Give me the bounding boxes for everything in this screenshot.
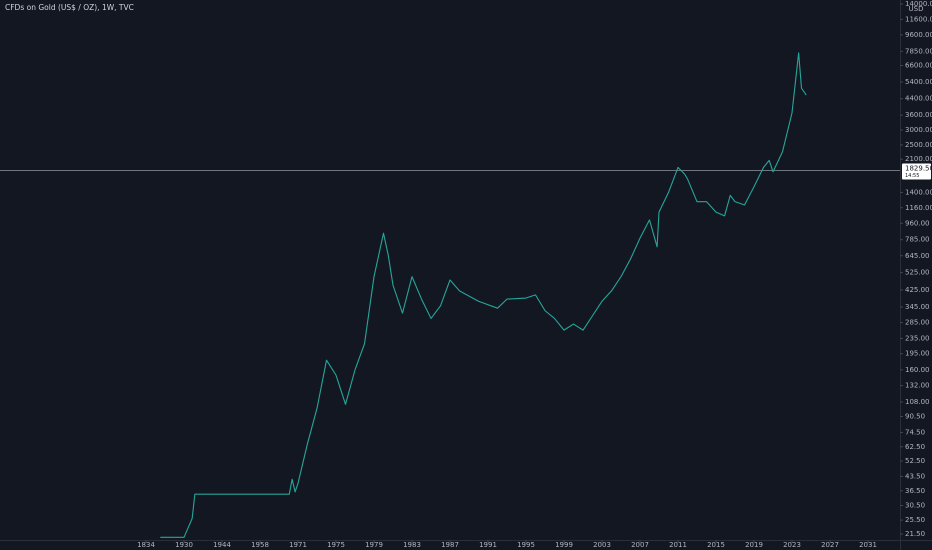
y-tick-label: 21.50 [905, 530, 925, 538]
y-tick-label: 235.00 [905, 334, 930, 342]
y-tick-label: 9600.00 [905, 31, 932, 39]
y-tick-label: 52.50 [905, 457, 925, 465]
y-tick-label: 5400.00 [905, 78, 932, 86]
y-tick-label: 132.00 [905, 382, 930, 390]
y-tick-label: 2500.00 [905, 141, 932, 149]
y-tick-label: 36.50 [905, 487, 925, 495]
last-price-box [902, 163, 931, 180]
y-tick-label: 1400.00 [905, 188, 932, 196]
x-tick-label: 2023 [783, 541, 801, 549]
y-tick-label: 3600.00 [905, 111, 932, 119]
y-tick-label: 3000.00 [905, 126, 932, 134]
y-tick-label: 30.50 [905, 501, 925, 509]
x-tick-label: 1999 [555, 541, 573, 549]
x-tick-label: 2019 [745, 541, 763, 549]
x-tick-label: 2011 [669, 541, 687, 549]
x-tick-label: 1944 [213, 541, 231, 549]
x-tick-label: 1958 [251, 541, 269, 549]
y-tick-label: 14000.00 [905, 0, 932, 8]
x-tick-label: 2007 [631, 541, 649, 549]
x-tick-label: 2031 [859, 541, 877, 549]
chart-title: CFDs on Gold (US$ / OZ), 1W, TVC [5, 3, 134, 12]
y-tick-label: 785.00 [905, 236, 930, 244]
y-unit: USD [909, 5, 924, 13]
y-tick-label: 425.00 [905, 286, 930, 294]
x-tick-label: 1979 [365, 541, 383, 549]
y-tick-label: 1160.00 [905, 204, 932, 212]
x-tick-label: 1983 [403, 541, 421, 549]
y-tick-label: 25.50 [905, 516, 925, 524]
x-tick-label: 1834 [137, 541, 155, 549]
y-tick-label: 160.00 [905, 366, 930, 374]
x-tick-label: 1930 [175, 541, 193, 549]
y-tick-label: 2100.00 [905, 155, 932, 163]
y-tick-label: 90.50 [905, 412, 925, 420]
x-tick-label: 1975 [327, 541, 345, 549]
y-tick-label: 645.00 [905, 252, 930, 260]
x-tick-label: 2027 [821, 541, 839, 549]
x-tick-label: 1995 [517, 541, 535, 549]
countdown: 14:55 [905, 173, 919, 179]
y-tick-label: 43.50 [905, 472, 925, 480]
y-tick-label: 6600.00 [905, 62, 932, 70]
y-tick-label: 11600.00 [905, 15, 932, 23]
last-price-label: 1829.50 [905, 164, 932, 172]
y-tick-label: 4400.00 [905, 95, 932, 103]
y-tick-label: 62.50 [905, 443, 925, 451]
y-tick-label: 108.00 [905, 398, 930, 406]
y-tick-label: 345.00 [905, 303, 930, 311]
y-tick-label: 74.50 [905, 428, 925, 436]
x-tick-label: 1991 [479, 541, 497, 549]
price-line [160, 52, 807, 538]
y-tick-label: 960.00 [905, 219, 930, 227]
x-tick-label: 1987 [441, 541, 459, 549]
x-tick-label: 2003 [593, 541, 611, 549]
x-tick-label: 1971 [289, 541, 307, 549]
x-tick-label: 2015 [707, 541, 725, 549]
y-tick-label: 195.00 [905, 350, 930, 358]
y-tick-label: 525.00 [905, 269, 930, 277]
y-tick-label: 285.00 [905, 319, 930, 327]
y-tick-label: 7850.00 [905, 47, 932, 55]
